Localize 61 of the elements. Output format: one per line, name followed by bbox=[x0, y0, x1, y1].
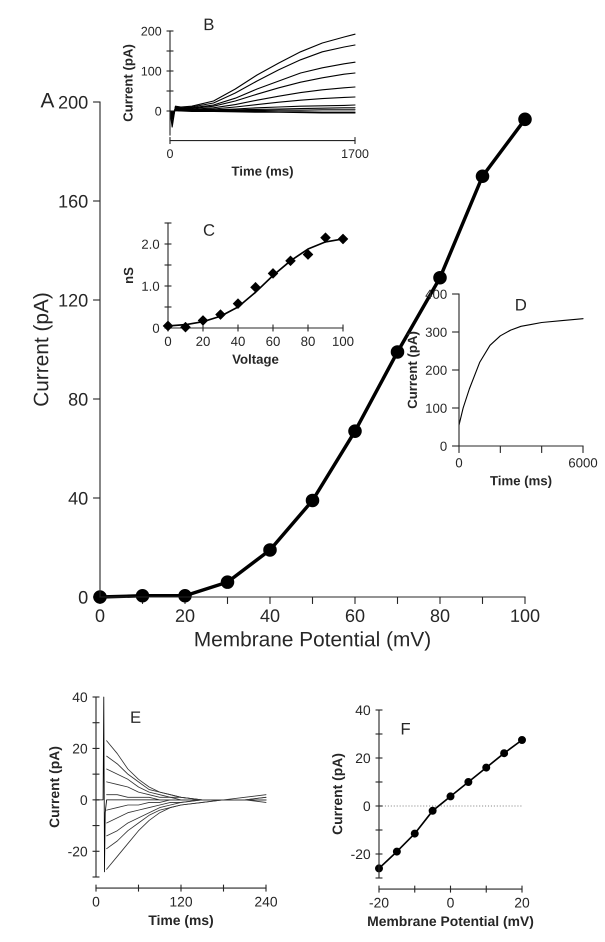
x-tick-label: 60 bbox=[346, 609, 364, 622]
y-tick-label: 120 bbox=[59, 294, 88, 307]
y-tick-label: -20 bbox=[351, 849, 370, 860]
x-tick-label: 20 bbox=[176, 609, 194, 622]
x-axis-title: Time (ms) bbox=[148, 914, 213, 928]
y-tick-label: -20 bbox=[68, 846, 88, 856]
x-tick-label: 40 bbox=[230, 336, 245, 346]
y-tick-label: 0 bbox=[155, 106, 162, 116]
x-tick-label: 120 bbox=[170, 896, 192, 907]
x-tick-label: 80 bbox=[301, 336, 315, 346]
y-tick-label: 0 bbox=[363, 801, 370, 812]
y-tick-label: 40 bbox=[356, 705, 370, 716]
x-tick-label: 100 bbox=[511, 609, 540, 622]
y-tick-label: 200 bbox=[141, 26, 162, 36]
y-tick-label: 0 bbox=[440, 442, 447, 451]
chart-title: C bbox=[204, 224, 214, 236]
y-tick-label: 100 bbox=[426, 404, 447, 413]
x-axis-title: Time (ms) bbox=[232, 166, 293, 178]
x-axis-title: Membrane Potential (mV) bbox=[368, 916, 534, 929]
y-tick-label: 0 bbox=[78, 590, 88, 604]
y-axis-title: nS bbox=[124, 268, 134, 284]
x-tick-label: 0 bbox=[92, 896, 100, 907]
y-tick-label: 160 bbox=[59, 194, 88, 208]
chart-title: D bbox=[516, 299, 526, 310]
x-axis-title: Membrane Potential (mV) bbox=[196, 631, 430, 651]
y-tick-label: 0 bbox=[80, 795, 88, 806]
x-tick-label: 240 bbox=[255, 896, 278, 907]
y-axis-title: Current (pA) bbox=[49, 746, 62, 828]
x-tick-label: 100 bbox=[333, 336, 354, 346]
chart-title: A bbox=[40, 93, 54, 108]
x-tick-label: 1700 bbox=[342, 149, 368, 158]
y-tick-label: 40 bbox=[72, 692, 88, 702]
y-tick-label: 20 bbox=[356, 753, 370, 764]
x-tick-label: 0 bbox=[164, 336, 172, 346]
x-tick-label: 40 bbox=[260, 609, 280, 622]
y-axis-title: Current (pA) bbox=[122, 44, 136, 122]
chart-title: B bbox=[204, 18, 214, 30]
x-axis-title: Voltage bbox=[232, 354, 278, 367]
x-tick-label: 6000 bbox=[568, 458, 598, 468]
y-tick-label: 80 bbox=[68, 392, 88, 406]
x-tick-label: 60 bbox=[266, 336, 280, 346]
y-tick-label: 300 bbox=[426, 328, 447, 337]
y-tick-label: 40 bbox=[68, 492, 88, 505]
x-tick-label: 20 bbox=[514, 898, 530, 908]
y-tick-label: 200 bbox=[58, 96, 88, 109]
y-tick-label: 200 bbox=[426, 366, 447, 375]
y-tick-label: 20 bbox=[72, 744, 88, 754]
y-axis-title: Current (pA) bbox=[407, 332, 420, 408]
y-tick-label: 1.0 bbox=[142, 282, 160, 291]
x-tick-label: 0 bbox=[447, 898, 454, 908]
y-tick-label: 100 bbox=[142, 66, 162, 76]
x-tick-label: -20 bbox=[370, 898, 388, 908]
x-tick-label: 0 bbox=[96, 609, 104, 622]
y-axis-title: Current (pA) bbox=[332, 754, 346, 834]
y-tick-label: 2.0 bbox=[142, 240, 160, 249]
text: E bbox=[131, 711, 140, 723]
y-axis-title: Current (pA) bbox=[33, 293, 53, 406]
x-tick-label: 20 bbox=[196, 336, 210, 346]
x-axis-title: Time (ms) bbox=[490, 476, 552, 488]
text: F bbox=[402, 723, 410, 734]
y-tick-label: 0 bbox=[152, 324, 160, 333]
